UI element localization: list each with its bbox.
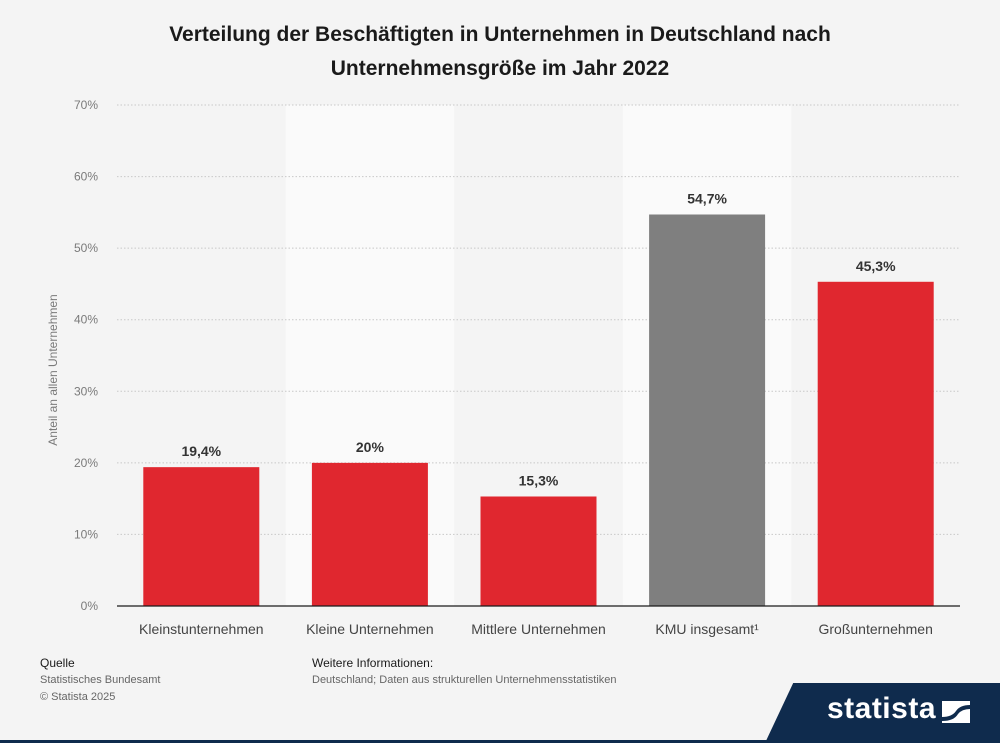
bottom-accent-line (0, 740, 1000, 743)
x-tick-label: Mittlere Unternehmen (471, 621, 606, 637)
info-heading: Weitere Informationen: (312, 656, 434, 670)
x-tick-label: KMU insgesamt¹ (655, 621, 759, 637)
data-label: 15,3% (519, 472, 559, 488)
statista-logo-icon (942, 701, 970, 723)
info-block: Weitere Informationen: Deutschland; Date… (312, 655, 617, 689)
chart-title-line-1: Verteilung der Beschäftigten in Unterneh… (169, 23, 831, 46)
statista-logo-text[interactable]: statista (826, 692, 936, 725)
y-tick-label: 60% (74, 170, 98, 184)
y-tick-label: 20% (74, 456, 98, 470)
chart-title-line-2: Unternehmensgröße im Jahr 2022 (330, 57, 670, 80)
info-text: Deutschland; Daten aus strukturellen Unt… (312, 674, 617, 686)
bar[interactable] (817, 281, 934, 606)
y-axis-label: Anteil an allen Unternehmen (46, 294, 60, 446)
y-tick-label: 70% (74, 98, 98, 112)
data-label: 45,3% (856, 258, 896, 274)
y-tick-label: 50% (74, 241, 98, 255)
y-tick-label: 10% (74, 527, 98, 541)
chart-title: Verteilung der Beschäftigten in Unterneh… (0, 18, 1000, 86)
y-tick-label: 30% (74, 384, 98, 398)
source-text[interactable]: Statistisches Bundesamt (40, 674, 161, 686)
bar-chart: 0% 10% 20% 30% 40% 50% 60% 70% 19,4% Kleinstunter… (74, 98, 960, 637)
data-label: 19,4% (181, 443, 221, 459)
bar[interactable] (311, 462, 428, 606)
data-label: 20% (356, 439, 385, 455)
bar[interactable] (480, 496, 597, 606)
x-tick-label: Kleinstunternehmen (139, 621, 264, 637)
source-block: Quelle Statistisches Bundesamt © Statist… (40, 655, 160, 706)
x-tick-label: Kleine Unternehmen (306, 621, 434, 637)
bar[interactable] (143, 467, 260, 606)
y-tick-label: 0% (81, 599, 99, 613)
bar[interactable] (649, 214, 766, 607)
copyright-text: © Statista 2025 (40, 691, 116, 703)
source-heading: Quelle (40, 656, 75, 670)
x-tick-label: Großunternehmen (818, 621, 932, 637)
data-label: 54,7% (687, 191, 727, 207)
y-tick-label: 40% (74, 313, 98, 327)
